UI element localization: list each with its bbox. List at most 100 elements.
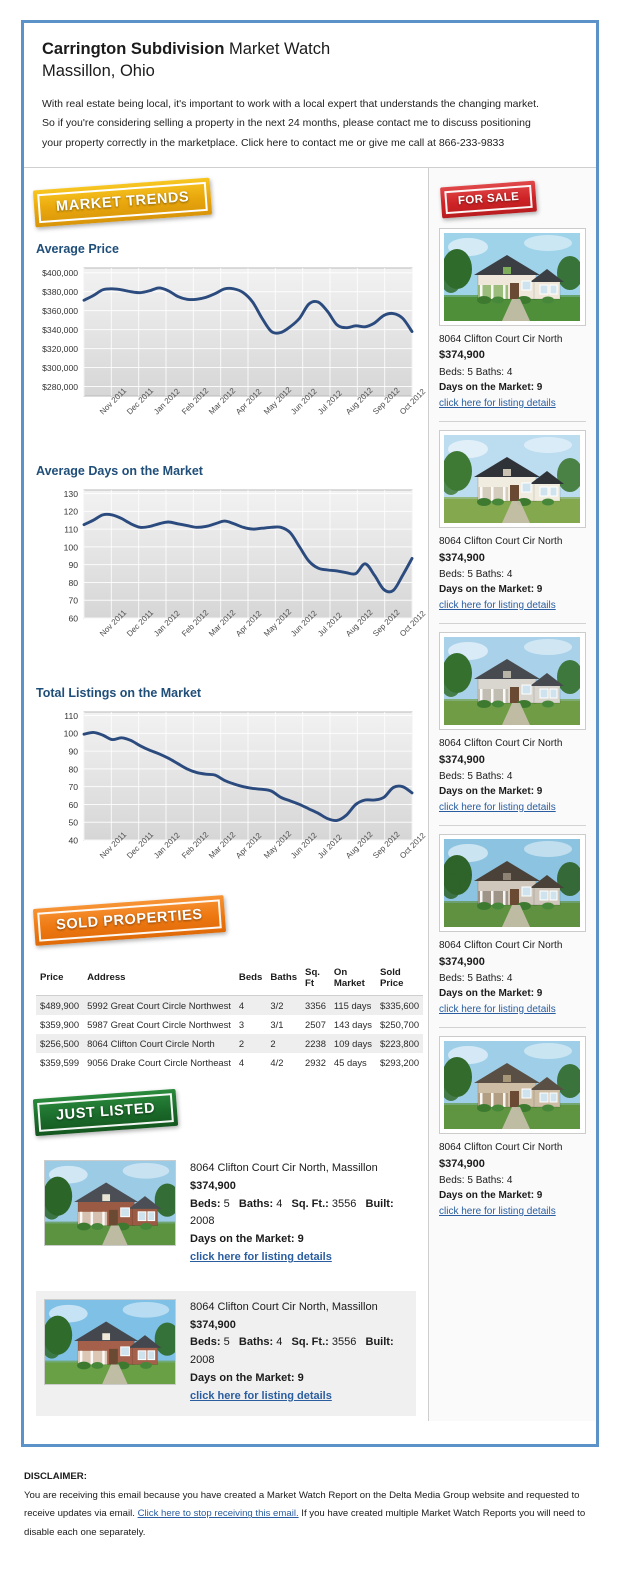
listing-address: 8064 Clifton Court Cir North xyxy=(439,536,563,548)
market-trends-badge: MARKET TRENDS xyxy=(32,177,213,228)
svg-text:$320,000: $320,000 xyxy=(42,344,78,354)
beds-label: Beds: xyxy=(190,1197,221,1210)
cell-address: 9056 Drake Court Circle Northeast xyxy=(87,1056,231,1068)
listing-beds-baths: Beds: 5 Baths: 4 xyxy=(439,770,513,782)
chart-plot-area: 130 120 110 100 90 80 70 60 xyxy=(36,484,418,630)
for-sale-listing-card[interactable]: 8064 Clifton Court Cir North $374,900 Beds… xyxy=(439,826,586,1027)
chart-canvas: 130 120 110 100 90 80 70 60 xyxy=(64,489,414,623)
disclaimer-heading: DISCLAIMER: xyxy=(24,1471,87,1482)
listing-details-link[interactable]: click here for listing details xyxy=(439,599,556,611)
page-title-suffix: Market Watch xyxy=(224,40,331,58)
svg-text:70: 70 xyxy=(68,596,78,606)
listing-photo xyxy=(444,232,580,321)
listing-photo xyxy=(44,1298,176,1385)
cell-on-market: 115 days xyxy=(333,999,372,1011)
unsubscribe-link[interactable]: Click here to stop receiving this email. xyxy=(137,1508,299,1520)
cell-price: $359,900 xyxy=(40,1018,80,1030)
listing-details-link[interactable]: click here for listing details xyxy=(439,1003,556,1015)
listing-photo-frame xyxy=(439,1036,586,1135)
sold-properties-header: SOLD PROPERTIES xyxy=(32,895,428,946)
beds-value: 5 xyxy=(223,1197,230,1210)
column-header-sold-price: Sold Price xyxy=(375,961,424,996)
listing-details: 8064 Clifton Court Cir North $374,900 Beds… xyxy=(439,332,586,411)
listing-details: 8064 Clifton Court Cir North $374,900 Beds… xyxy=(439,534,586,613)
listing-details-link[interactable]: click here for listing details xyxy=(190,1251,332,1264)
chart-total-listings: Total Listings on the Market 110 100 90 80 7… xyxy=(36,686,428,894)
svg-text:$280,000: $280,000 xyxy=(42,382,78,392)
cell-price: $489,900 xyxy=(40,999,80,1011)
intro-line-1: With real estate being local, it's impor… xyxy=(42,97,539,110)
listing-details-link[interactable]: click here for listing details xyxy=(439,1205,556,1217)
table-header-row: Price Address Beds Baths Sq. Ft On Marke… xyxy=(36,961,424,996)
email-frame: Carrington Subdivision Market Watch Mass… xyxy=(21,20,599,1447)
cell-baths: 3/2 xyxy=(270,999,284,1011)
built-label: Built: xyxy=(365,1197,394,1210)
svg-text:120: 120 xyxy=(64,507,79,517)
svg-text:130: 130 xyxy=(64,489,79,499)
cell-sqft: 2238 xyxy=(305,1037,326,1049)
svg-text:80: 80 xyxy=(68,764,78,774)
for-sale-listing-card[interactable]: 8064 Clifton Court Cir North $374,900 Beds… xyxy=(439,422,586,623)
listing-days-on-market: Days on the Market: 9 xyxy=(439,584,543,596)
listing-days-on-market: Days on the Market: 9 xyxy=(439,1190,543,1202)
listing-details-link[interactable]: click here for listing details xyxy=(190,1389,332,1402)
just-listed-card[interactable]: 8064 Clifton Court Cir North, Massillon $… xyxy=(36,1290,416,1416)
svg-text:110: 110 xyxy=(64,711,78,721)
listing-days-on-market: Days on the Market: 9 xyxy=(439,988,543,1000)
divider xyxy=(439,825,586,827)
main-column: MARKET TRENDS Average Price $400,000 $380… xyxy=(24,167,428,1421)
cell-sold-price: $223,800 xyxy=(379,1037,420,1049)
listing-photo-frame xyxy=(439,227,586,326)
listing-address: 8064 Clifton Court Cir North xyxy=(439,940,563,952)
listing-details: 8064 Clifton Court Cir North $374,900 Beds… xyxy=(439,1140,586,1219)
for-sale-listing-card[interactable]: 8064 Clifton Court Cir North $374,900 Beds… xyxy=(439,624,586,825)
baths-label: Baths: xyxy=(238,1197,274,1210)
for-sale-listing-card[interactable]: 8064 Clifton Court Cir North $374,900 Beds… xyxy=(439,1028,586,1229)
listing-photo xyxy=(444,637,580,726)
listing-photo xyxy=(444,839,580,928)
for-sale-sidebar: FOR SALE xyxy=(428,167,596,1421)
chart-average-price: Average Price $400,000 $380,000 $360,000 $3… xyxy=(36,242,428,450)
listing-specs: Beds: 5 Baths: 4 Sq. Ft.: 3556 Built: 20… xyxy=(190,1334,408,1370)
cell-price: $256,500 xyxy=(40,1037,80,1049)
cell-address: 8064 Clifton Court Circle North xyxy=(87,1037,215,1049)
cell-sqft: 2507 xyxy=(305,1018,326,1030)
market-trends-header: MARKET TRENDS xyxy=(32,177,428,228)
svg-text:110: 110 xyxy=(64,524,78,534)
sqft-label: Sq. Ft.: xyxy=(291,1336,329,1349)
listing-price: $374,900 xyxy=(439,753,485,766)
built-value: 2008 xyxy=(190,1354,215,1367)
sqft-value: 3556 xyxy=(331,1336,357,1349)
divider xyxy=(439,421,586,423)
listing-days-on-market: Days on the Market: 9 xyxy=(439,786,543,798)
listing-address: 8064 Clifton Court Cir North xyxy=(439,738,563,750)
disclaimer-text: You are receiving this email because you… xyxy=(24,1487,596,1543)
cell-on-market: 45 days xyxy=(333,1056,367,1068)
cell-beds: 3 xyxy=(238,1018,245,1030)
just-listed-card[interactable]: 8064 Clifton Court Cir North, Massillon $… xyxy=(36,1152,416,1277)
svg-text:60: 60 xyxy=(68,800,78,810)
cell-beds: 2 xyxy=(238,1037,245,1049)
svg-text:90: 90 xyxy=(68,746,78,756)
svg-text:$360,000: $360,000 xyxy=(42,306,78,316)
listing-price: $374,900 xyxy=(439,1157,485,1170)
divider xyxy=(439,623,586,625)
listing-photo-frame xyxy=(439,632,586,731)
column-header-sqft: Sq. Ft xyxy=(301,961,330,996)
baths-value: 4 xyxy=(276,1197,283,1210)
listing-beds-baths: Beds: 5 Baths: 4 xyxy=(439,972,513,984)
chart-average-days-on-market: Average Days on the Market 130 120 110 100 9… xyxy=(36,464,428,672)
for-sale-header: FOR SALE xyxy=(439,180,596,219)
for-sale-listing-card[interactable]: 8064 Clifton Court Cir North $374,900 Beds… xyxy=(439,220,586,421)
svg-text:$400,000: $400,000 xyxy=(42,268,78,278)
listing-details-link[interactable]: click here for listing details xyxy=(439,397,556,409)
cell-beds: 4 xyxy=(238,999,245,1011)
for-sale-badge: FOR SALE xyxy=(439,180,538,219)
listing-details-link[interactable]: click here for listing details xyxy=(439,801,556,813)
cell-address: 5992 Great Court Circle Northwest xyxy=(87,999,231,1011)
beds-value: 5 xyxy=(223,1336,230,1349)
email-header: Carrington Subdivision Market Watch Mass… xyxy=(24,23,596,167)
cell-on-market: 109 days xyxy=(333,1037,372,1049)
cell-sold-price: $250,700 xyxy=(379,1018,420,1030)
listing-photo xyxy=(444,435,580,524)
